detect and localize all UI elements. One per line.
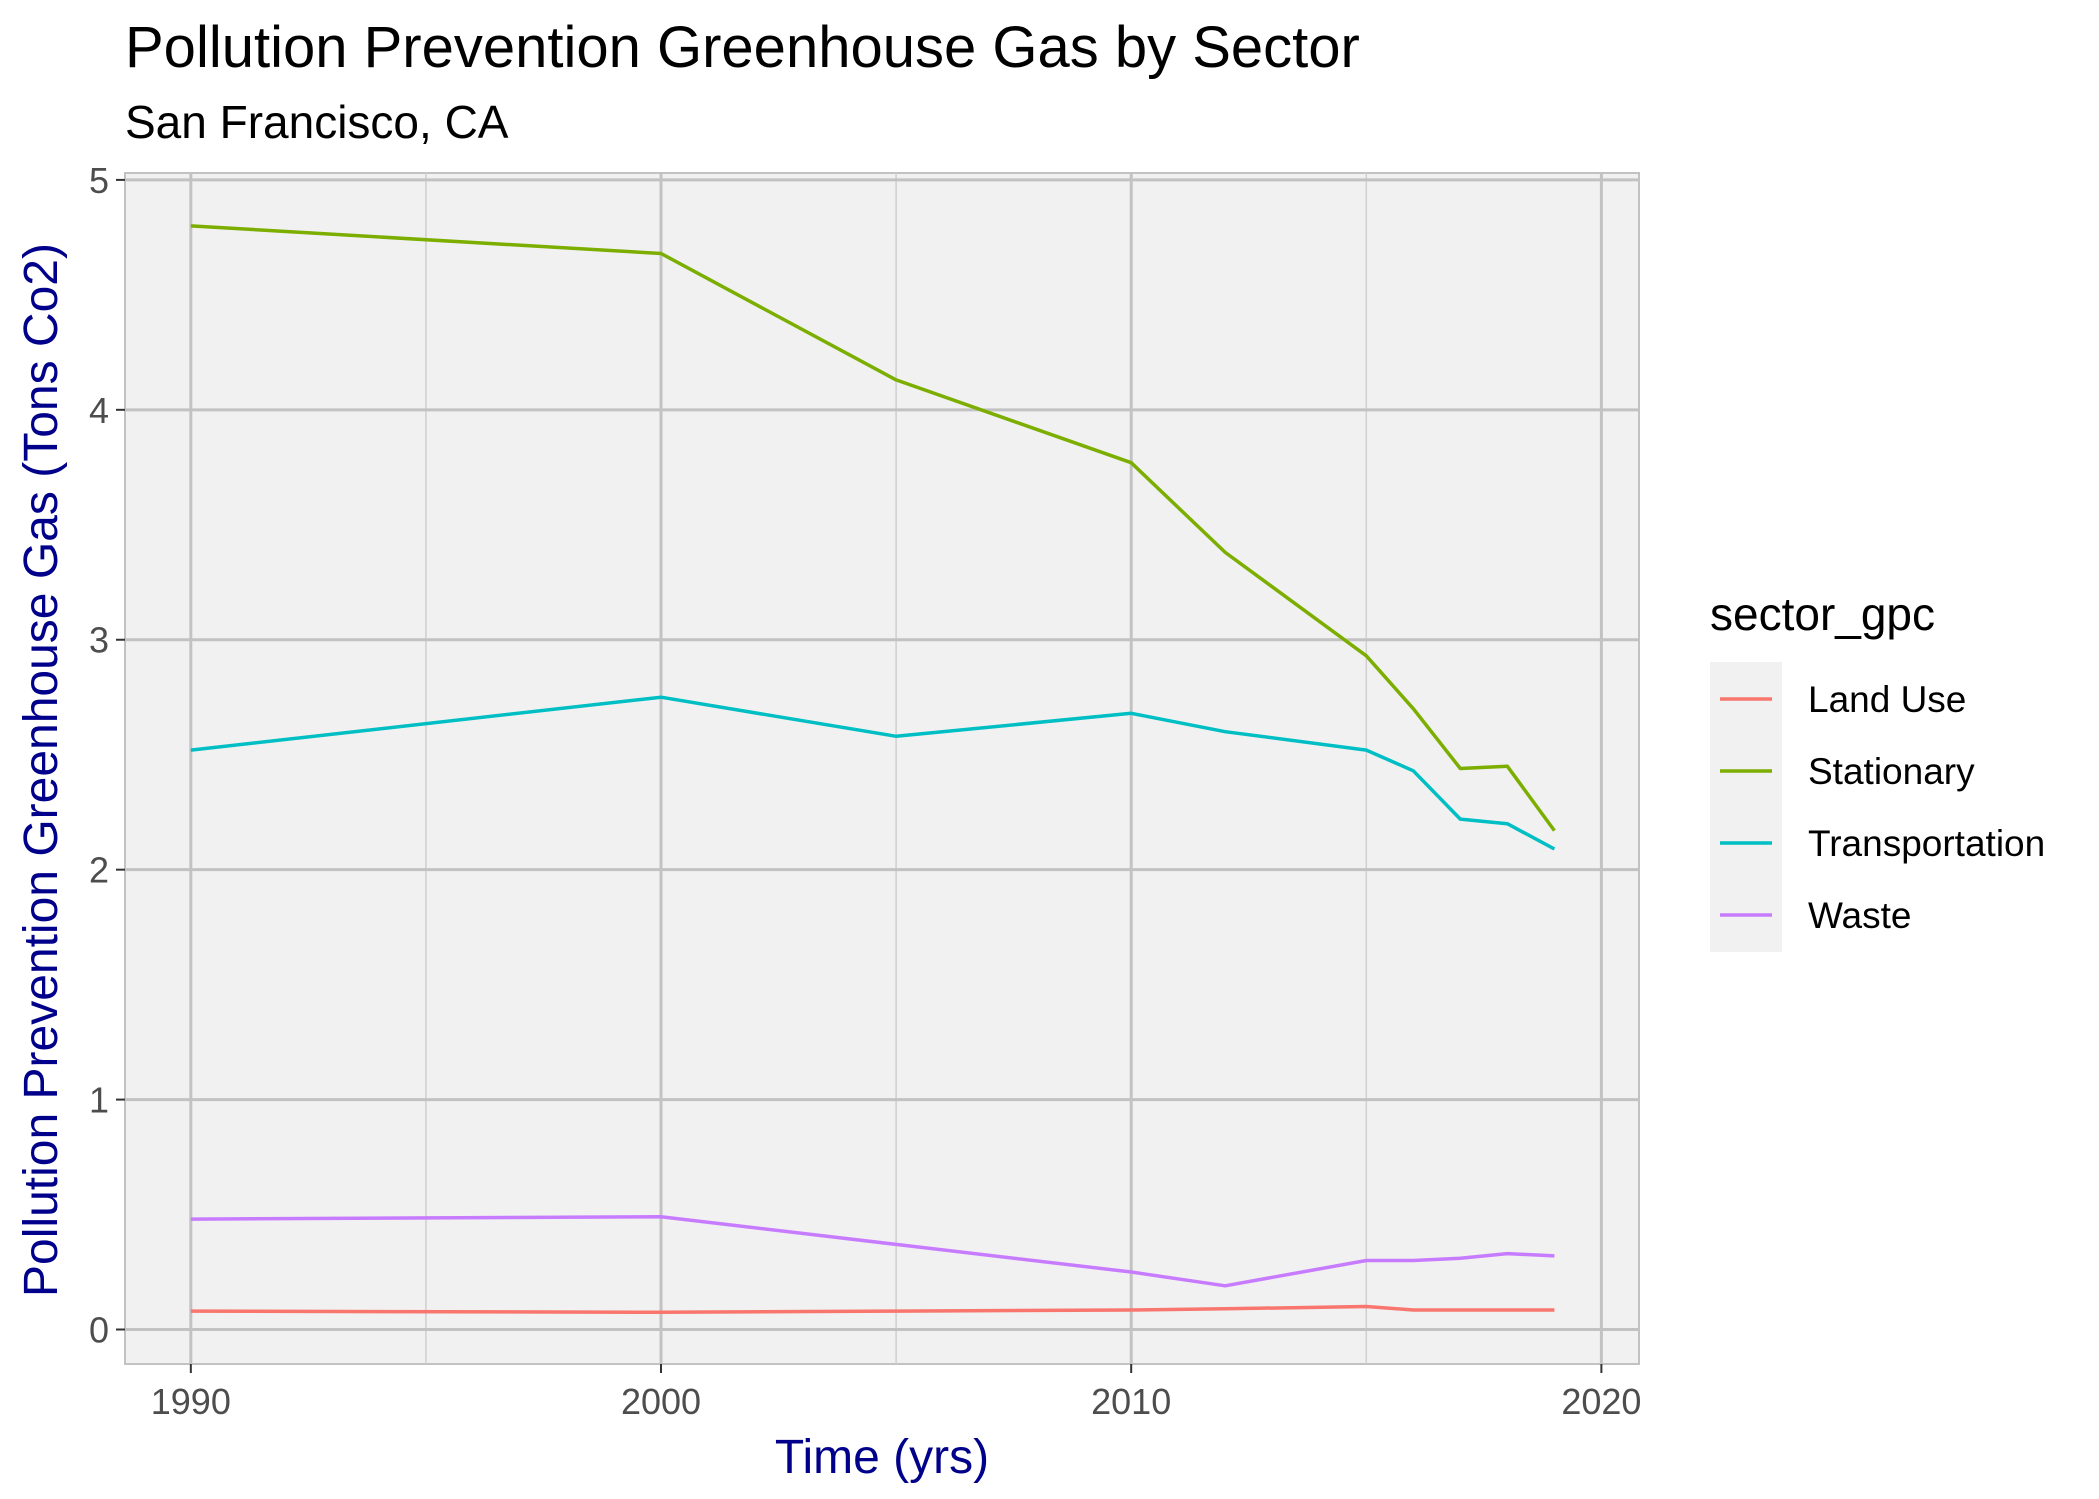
y-axis-ticks: 0 1 2 3 4 5 bbox=[89, 160, 125, 1351]
series-lines bbox=[190, 224, 1556, 1315]
series-line-land-use bbox=[190, 1304, 1555, 1315]
legend: sector_gpc Land Use Stationary Transportat… bbox=[1710, 588, 2045, 952]
y-axis-title: Pollution Prevention Greenhouse Gas (Ton… bbox=[15, 243, 68, 1297]
y-tick-label: 1 bbox=[89, 1080, 109, 1121]
chart-subtitle: San Francisco, CA bbox=[125, 96, 509, 148]
major-gridlines bbox=[125, 173, 1639, 1364]
chart-title: Pollution Prevention Greenhouse Gas by S… bbox=[125, 15, 1360, 80]
legend-label-land-use: Land Use bbox=[1808, 679, 1966, 720]
x-tick-label: 2000 bbox=[621, 1381, 701, 1422]
y-tick-label: 3 bbox=[89, 620, 109, 661]
x-tick-label: 2020 bbox=[1561, 1381, 1641, 1422]
series-line-stationary bbox=[190, 224, 1556, 832]
x-tick-label: 1990 bbox=[151, 1381, 231, 1422]
legend-key-background bbox=[1710, 662, 1782, 952]
y-tick-label: 2 bbox=[89, 850, 109, 891]
minor-gridlines bbox=[425, 173, 1368, 1364]
y-tick-label: 0 bbox=[89, 1310, 109, 1351]
series-line-waste bbox=[190, 1215, 1555, 1288]
y-tick-label: 5 bbox=[89, 160, 109, 201]
legend-title: sector_gpc bbox=[1710, 588, 1935, 640]
legend-items: Land Use Stationary Transportation Waste bbox=[1720, 679, 2045, 936]
y-tick-label: 4 bbox=[89, 390, 109, 431]
legend-label-waste: Waste bbox=[1808, 895, 1911, 936]
x-axis-ticks: 1990 2000 2010 2020 bbox=[151, 1364, 1641, 1422]
series-line-transportation bbox=[190, 695, 1556, 851]
legend-label-stationary: Stationary bbox=[1808, 751, 1975, 792]
legend-label-transportation: Transportation bbox=[1808, 823, 2045, 864]
x-axis-title: Time (yrs) bbox=[775, 1431, 989, 1484]
x-tick-label: 2010 bbox=[1091, 1381, 1171, 1422]
